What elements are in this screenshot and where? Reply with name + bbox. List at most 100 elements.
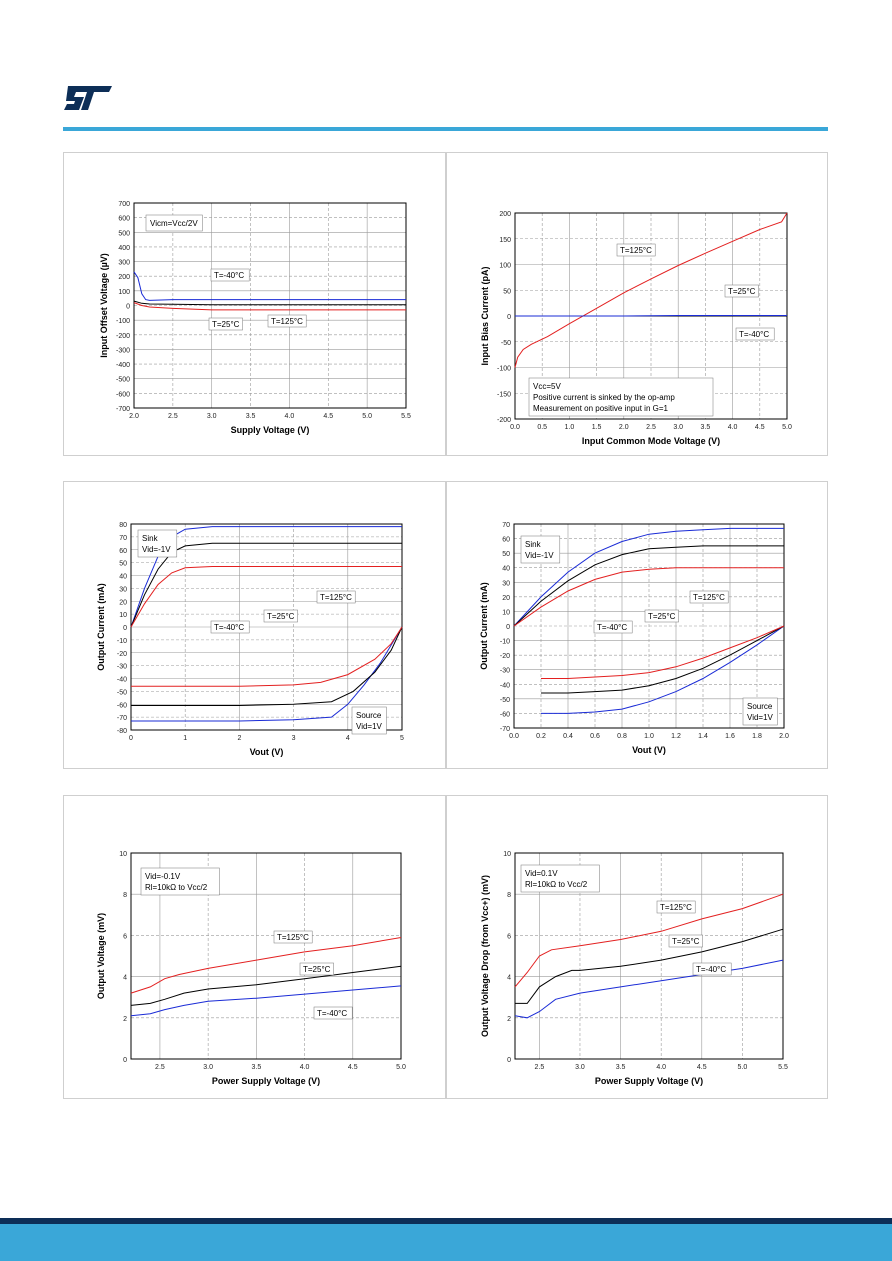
series-line — [131, 626, 403, 687]
annotation-box — [724, 284, 759, 298]
x-tick-label: 0.0 — [510, 424, 520, 431]
annotation-label: T=25°C — [212, 320, 240, 329]
y-tick-label: -20 — [500, 653, 510, 660]
annotation-box — [668, 934, 703, 948]
series-line — [541, 625, 785, 679]
y-tick-label: 0 — [507, 314, 511, 321]
y-tick-label: 20 — [119, 599, 127, 606]
legend-secondary: Source Vid=1V — [351, 706, 387, 735]
x-tick-label: 1.0 — [644, 733, 654, 740]
plot-frame — [514, 852, 784, 1060]
chart-input-offset-voltage: -700 -600 -500 -400 -300 -200 -100 0 100 200 300 40… — [99, 201, 411, 435]
y-tick-label: 2 — [507, 1016, 511, 1023]
annotation-box — [616, 243, 656, 257]
y-tick-label: -50 — [117, 689, 127, 696]
y-tick-label: -60 — [117, 702, 127, 709]
annotation-box — [689, 590, 729, 604]
series-line — [130, 542, 402, 628]
x-tick-label: 2.0 — [619, 424, 629, 431]
series-line — [131, 626, 403, 722]
y-axis-label: Output Current (mA) — [96, 583, 106, 671]
y-tick-label: -80 — [117, 728, 127, 735]
annotation-label: T=-40°C — [214, 623, 244, 632]
y-tick-label: 0 — [123, 625, 127, 632]
y-tick-label: 10 — [503, 851, 511, 858]
y-tick-label: -500 — [116, 377, 130, 384]
x-tick-label: 1.2 — [671, 733, 681, 740]
legend-box — [145, 214, 203, 232]
y-tick-label: 50 — [119, 561, 127, 568]
legend-text: Rl=10kΩ to Vcc/2 — [525, 880, 588, 889]
y-tick-label: -40 — [500, 682, 510, 689]
y-tick-label: 6 — [123, 933, 127, 940]
series-line — [515, 315, 787, 317]
y-tick-label: -300 — [116, 347, 130, 354]
figure-panel-1: -700 -600 -500 -400 -300 -200 -100 0 100 200 300 40… — [63, 152, 446, 456]
x-tick-label: 1.4 — [698, 733, 708, 740]
y-tick-label: -150 — [497, 391, 511, 398]
series-line — [131, 626, 403, 706]
legend-text: Rl=10kΩ to Vcc/2 — [145, 883, 208, 892]
legend-box — [137, 529, 178, 558]
figure-panel-2: -200 -150 -100 -50 0 50 100 150 200 0.0 0.5 1.0 1.5 2… — [446, 152, 828, 456]
x-tick-label: 3.0 — [207, 413, 217, 420]
y-tick-label: 150 — [499, 237, 511, 244]
x-tick-label: 1 — [183, 735, 187, 742]
y-tick-label: 2 — [123, 1016, 127, 1023]
annotation-label: T=125°C — [277, 933, 309, 942]
legend: Sink Vid=-1V — [137, 529, 178, 558]
y-tick-label: -600 — [116, 391, 130, 398]
x-tick-label: 3 — [292, 735, 296, 742]
annotation-label: T=25°C — [267, 612, 295, 621]
figure-panel-5: 0 2 4 6 8 10 2.5 3.0 3.5 4.0 4.5 5.0 Power Supply Vo… — [63, 795, 446, 1099]
y-tick-label: -10 — [117, 638, 127, 645]
x-axis-label: Power Supply Voltage (V) — [595, 1076, 703, 1086]
series-line — [130, 526, 402, 628]
x-tick-label: 3.0 — [575, 1064, 585, 1071]
x-tick-label: 3.0 — [673, 424, 683, 431]
annotation-label: T=125°C — [271, 317, 303, 326]
y-axis-label: Output Current (mA) — [479, 582, 489, 670]
legend-text: Positive current is sinked by the op-amp — [533, 393, 675, 402]
legend-secondary: Source Vid=1V — [742, 697, 778, 726]
x-tick-label: 0 — [129, 735, 133, 742]
series-line — [130, 965, 402, 1006]
footer-blue-band — [0, 1224, 892, 1261]
y-tick-label: 10 — [119, 612, 127, 619]
series-line — [514, 893, 784, 988]
annotation-box — [593, 620, 633, 634]
y-tick-label: -70 — [500, 726, 510, 733]
y-tick-label: 6 — [507, 933, 511, 940]
y-tick-label: 10 — [119, 851, 127, 858]
series-line — [130, 985, 402, 1017]
x-tick-label: 5.0 — [782, 424, 792, 431]
series-line — [130, 937, 402, 994]
legend-box — [140, 867, 220, 896]
x-tick-label: 0.6 — [590, 733, 600, 740]
x-tick-label: 5.0 — [396, 1064, 406, 1071]
series-line — [514, 212, 788, 368]
st-logo-icon — [64, 86, 112, 110]
legend-text: Vicm=Vcc/2V — [150, 219, 198, 228]
x-tick-label: 5.5 — [401, 413, 411, 420]
annotation-label: T=125°C — [620, 246, 652, 255]
y-tick-label: 30 — [119, 586, 127, 593]
legend-text: Vid=-0.1V — [145, 872, 181, 881]
x-axis-label: Input Common Mode Voltage (V) — [582, 436, 720, 446]
legend: Vcc=5V Positive current is sinked by the … — [528, 377, 714, 417]
legend-box — [520, 864, 600, 893]
series-line — [541, 625, 785, 694]
y-tick-label: 4 — [507, 975, 511, 982]
y-tick-label: 50 — [503, 288, 511, 295]
legend-text: Measurement on positive input in G=1 — [533, 404, 669, 413]
legend-text: Source — [356, 711, 382, 720]
y-axis-label: Output Voltage (mV) — [96, 913, 106, 999]
x-tick-label: 3.5 — [246, 413, 256, 420]
annotation-label: T=-40°C — [597, 623, 627, 632]
x-tick-label: 4.0 — [300, 1064, 310, 1071]
y-tick-label: 10 — [502, 609, 510, 616]
plot-frame — [130, 852, 402, 1060]
legend: Sink Vid=-1V — [520, 535, 561, 564]
y-tick-label: 0 — [123, 1057, 127, 1064]
y-tick-label: 60 — [119, 548, 127, 555]
